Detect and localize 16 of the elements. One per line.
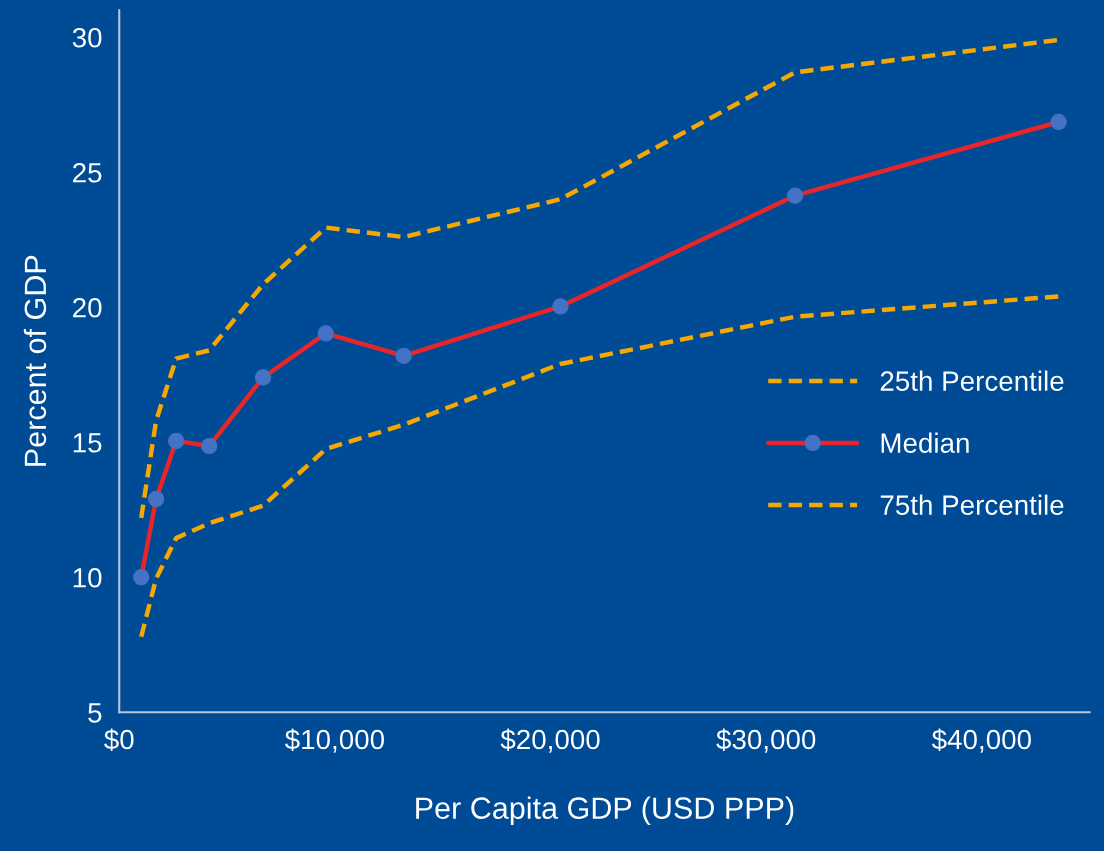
legend-label: 75th Percentile: [880, 494, 1064, 515]
y-tick-label: 10: [73, 567, 102, 588]
y-tick-label: 15: [73, 433, 102, 453]
x-tick-label: $30,000: [716, 728, 816, 753]
y-tick-label: 30: [72, 27, 102, 48]
x-tick-label: $0: [104, 728, 134, 752]
legend-label: 25th Percentile: [880, 370, 1064, 391]
x-axis-title: Per Capita GDP (USD PPP): [416, 796, 794, 825]
legend-label: Median: [881, 432, 969, 453]
y-tick-label: 5: [88, 703, 102, 723]
x-tick-label: $10,000: [284, 728, 384, 753]
y-tick-label: 20: [73, 297, 102, 318]
x-tick-label: $20,000: [500, 728, 600, 753]
x-tick-label: $40,000: [931, 728, 1031, 753]
y-tick-label: 25: [73, 162, 102, 183]
y-axis-title: Percent of GDP: [23, 255, 47, 466]
